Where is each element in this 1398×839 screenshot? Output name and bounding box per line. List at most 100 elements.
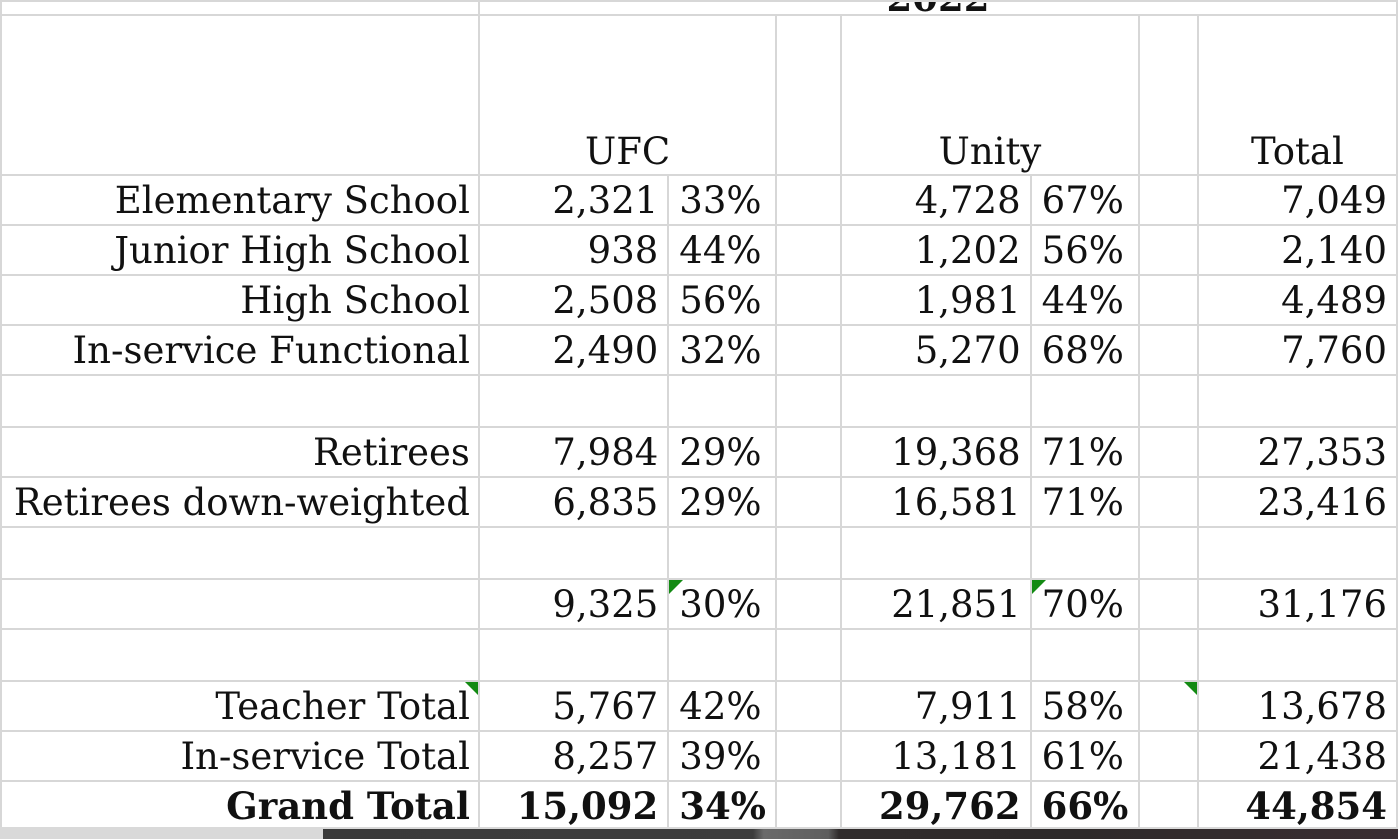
unity-percent[interactable] xyxy=(1029,374,1140,428)
total-count[interactable]: 23,416 xyxy=(1196,476,1398,528)
ufc-count[interactable]: 938 xyxy=(477,224,670,276)
ufc-percent[interactable]: 39% xyxy=(667,730,778,782)
cell[interactable] xyxy=(0,14,480,176)
unity-percent[interactable]: 66% xyxy=(1029,780,1140,832)
total-count[interactable]: 31,176 xyxy=(1196,578,1398,630)
ufc-count[interactable]: 2,508 xyxy=(477,274,670,326)
ufc-percent[interactable] xyxy=(667,526,778,580)
unity-count[interactable]: 7,911 xyxy=(840,680,1032,732)
cell[interactable] xyxy=(775,374,843,428)
cell[interactable] xyxy=(1137,476,1199,528)
cell[interactable] xyxy=(0,0,480,16)
ufc-count[interactable] xyxy=(477,628,670,682)
unity-percent[interactable]: 71% xyxy=(1029,476,1140,528)
row-label[interactable] xyxy=(0,628,480,682)
total-count[interactable]: 27,353 xyxy=(1196,426,1398,478)
total-header[interactable]: Total xyxy=(1196,14,1398,176)
unity-count[interactable]: 29,762 xyxy=(840,780,1032,832)
ufc-count[interactable]: 2,490 xyxy=(477,324,670,376)
cell[interactable] xyxy=(1137,274,1199,326)
total-count[interactable] xyxy=(1196,628,1398,682)
total-count[interactable]: 4,489 xyxy=(1196,274,1398,326)
ufc-percent[interactable] xyxy=(667,628,778,682)
unity-percent[interactable]: 44% xyxy=(1029,274,1140,326)
row-label[interactable]: Retirees xyxy=(0,426,480,478)
cell[interactable] xyxy=(1137,628,1199,682)
unity-count[interactable]: 1,981 xyxy=(840,274,1032,326)
ufc-percent[interactable]: 29% xyxy=(667,426,778,478)
unity-percent[interactable]: 71% xyxy=(1029,426,1140,478)
unity-percent[interactable] xyxy=(1029,628,1140,682)
row-label[interactable]: High School xyxy=(0,274,480,326)
row-label[interactable]: Retirees down-weighted xyxy=(0,476,480,528)
cell[interactable] xyxy=(775,780,843,832)
unity-count[interactable]: 5,270 xyxy=(840,324,1032,376)
ufc-count[interactable]: 6,835 xyxy=(477,476,670,528)
total-count[interactable]: 13,678 xyxy=(1196,680,1398,732)
unity-percent[interactable]: 61% xyxy=(1029,730,1140,782)
ufc-count[interactable]: 2,321 xyxy=(477,174,670,226)
comment-marker-icon[interactable] xyxy=(1183,683,1196,696)
total-count[interactable]: 7,049 xyxy=(1196,174,1398,226)
unity-count[interactable]: 19,368 xyxy=(840,426,1032,478)
ufc-count[interactable]: 15,092 xyxy=(477,780,670,832)
cell[interactable] xyxy=(775,224,843,276)
cell[interactable] xyxy=(775,14,843,176)
row-label[interactable]: Teacher Total xyxy=(0,680,480,732)
cell[interactable] xyxy=(1137,174,1199,226)
row-label[interactable]: In-service Functional xyxy=(0,324,480,376)
cell[interactable] xyxy=(1137,780,1199,832)
ufc-count[interactable]: 8,257 xyxy=(477,730,670,782)
ufc-percent[interactable] xyxy=(667,374,778,428)
cell[interactable] xyxy=(775,274,843,326)
unity-percent[interactable]: 70% xyxy=(1029,578,1140,630)
cell[interactable] xyxy=(1137,224,1199,276)
cell[interactable] xyxy=(1137,526,1199,580)
unity-percent[interactable] xyxy=(1029,526,1140,580)
cell[interactable] xyxy=(775,476,843,528)
cell[interactable] xyxy=(775,324,843,376)
ufc-percent[interactable]: 34% xyxy=(667,780,778,832)
cell[interactable] xyxy=(775,628,843,682)
cell[interactable] xyxy=(775,526,843,580)
comment-marker-icon[interactable] xyxy=(464,683,477,696)
ufc-percent[interactable]: 29% xyxy=(667,476,778,528)
cell[interactable] xyxy=(1137,578,1199,630)
cell[interactable] xyxy=(1137,374,1199,428)
cell[interactable] xyxy=(775,426,843,478)
total-count[interactable]: 44,854 xyxy=(1196,780,1398,832)
ufc-percent[interactable]: 32% xyxy=(667,324,778,376)
cell[interactable] xyxy=(1137,730,1199,782)
cell[interactable] xyxy=(1137,14,1199,176)
ufc-percent[interactable]: 44% xyxy=(667,224,778,276)
row-label[interactable] xyxy=(0,578,480,630)
cell[interactable] xyxy=(775,578,843,630)
unity-count[interactable]: 16,581 xyxy=(840,476,1032,528)
unity-percent[interactable]: 56% xyxy=(1029,224,1140,276)
unity-count[interactable]: 4,728 xyxy=(840,174,1032,226)
unity-count[interactable] xyxy=(840,628,1032,682)
cell[interactable] xyxy=(1137,426,1199,478)
total-count[interactable] xyxy=(1196,526,1398,580)
ufc-header[interactable]: UFC xyxy=(477,14,778,176)
ufc-count[interactable] xyxy=(477,526,670,580)
ufc-count[interactable]: 5,767 xyxy=(477,680,670,732)
row-label[interactable]: Elementary School xyxy=(0,174,480,226)
row-label[interactable]: In-service Total xyxy=(0,730,480,782)
ufc-count[interactable]: 9,325 xyxy=(477,578,670,630)
unity-percent[interactable]: 68% xyxy=(1029,324,1140,376)
unity-count[interactable]: 13,181 xyxy=(840,730,1032,782)
cell[interactable] xyxy=(775,730,843,782)
ufc-percent[interactable]: 30% xyxy=(667,578,778,630)
total-count[interactable] xyxy=(1196,374,1398,428)
comment-marker-icon[interactable] xyxy=(1032,581,1046,594)
unity-count[interactable] xyxy=(840,526,1032,580)
row-label[interactable]: Junior High School xyxy=(0,224,480,276)
row-label[interactable]: Grand Total xyxy=(0,780,480,832)
cell[interactable] xyxy=(775,680,843,732)
unity-count[interactable]: 21,851 xyxy=(840,578,1032,630)
ufc-percent[interactable]: 56% xyxy=(667,274,778,326)
total-count[interactable]: 21,438 xyxy=(1196,730,1398,782)
unity-count[interactable] xyxy=(840,374,1032,428)
year-header-cell[interactable]: 2022 xyxy=(477,0,1398,16)
